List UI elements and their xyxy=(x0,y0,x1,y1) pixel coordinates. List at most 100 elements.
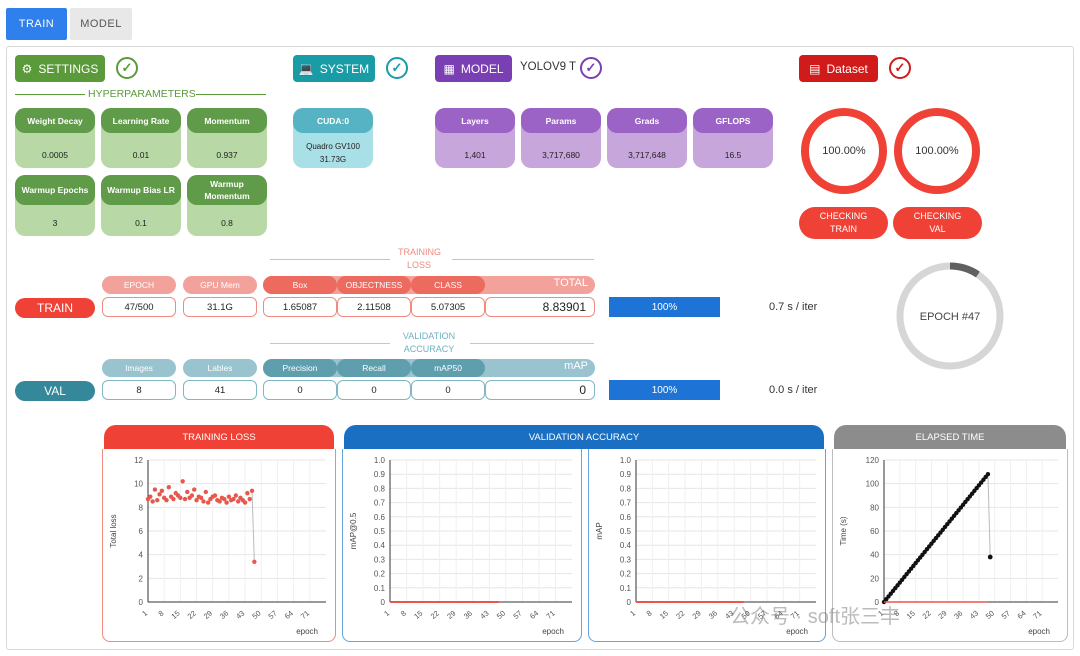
y-tick-label: 0 xyxy=(627,598,632,607)
hp-warmup-epochs: Warmup Epochs 3 xyxy=(15,175,95,236)
y-tick-label: 6 xyxy=(139,527,144,536)
tab-model[interactable]: MODEL xyxy=(70,8,132,40)
y-tick-label: 10 xyxy=(134,480,143,489)
epoch-ring-label: EPOCH #47 xyxy=(920,311,981,323)
x-tick-label: 43 xyxy=(478,609,490,621)
y-tick-label: 0 xyxy=(875,598,880,607)
model-stat-label: Grads xyxy=(607,108,687,133)
y-tick-label: 0.9 xyxy=(620,470,632,479)
data-point xyxy=(247,496,252,502)
train-epoch-label: EPOCH xyxy=(102,276,176,294)
hp-value: 0.01 xyxy=(132,150,150,160)
map-chart: 0 0.1 0.2 0.3 0.4 0.5 0.6 0.7 0.8 0.9 1.0 1 8 15 22 29 3… xyxy=(595,456,816,636)
x-tick-label: 8 xyxy=(156,609,165,619)
model-stat-label: Params xyxy=(521,108,601,133)
val-precision-value: 0 xyxy=(263,380,337,400)
y-tick-label: 0 xyxy=(381,598,386,607)
x-axis-label: epoch xyxy=(1028,627,1050,636)
tab-train[interactable]: TRAIN xyxy=(6,8,67,40)
model-name: YOLOV9 T xyxy=(520,61,577,73)
y-axis-label: Time (s) xyxy=(839,516,848,545)
y-axis-label: mAP@0.5 xyxy=(349,512,358,549)
settings-button[interactable]: ⚙ SETTINGS xyxy=(15,55,105,82)
validation-divider xyxy=(270,343,390,344)
hp-label: Weight Decay xyxy=(15,108,95,133)
val-row-label: VAL xyxy=(15,381,95,401)
data-point xyxy=(194,498,199,503)
model-layers: Layers 1,401 xyxy=(435,108,515,168)
hp-label: Momentum xyxy=(187,108,267,133)
model-button[interactable]: ▦ MODEL xyxy=(435,55,512,82)
train-box-value: 1.65087 xyxy=(263,297,337,317)
y-tick-label: 1.0 xyxy=(620,456,632,465)
hp-warmup-bias-lr: Warmup Bias LR 0.1 xyxy=(101,175,181,236)
x-tick-label: 29 xyxy=(445,609,457,621)
y-tick-label: 1.0 xyxy=(374,456,386,465)
train-total-label: TOTAL xyxy=(553,277,588,289)
data-point xyxy=(987,554,993,560)
train-speed: 0.7 s / iter xyxy=(769,301,818,313)
data-point xyxy=(233,493,239,498)
x-tick-label: 50 xyxy=(495,609,507,621)
model-icon: ▦ xyxy=(443,61,455,76)
x-tick-label: 36 xyxy=(952,609,964,621)
y-tick-label: 0.1 xyxy=(374,584,386,593)
elapsed-time-panel xyxy=(832,449,1068,642)
hyperparameters-title: HYPERPARAMETERS xyxy=(88,88,196,100)
y-tick-label: 0.2 xyxy=(374,570,386,579)
model-stat-value: 16.5 xyxy=(724,150,742,160)
data-point xyxy=(205,500,211,505)
data-point xyxy=(201,499,206,504)
dataset-val-percent: 100.00% xyxy=(915,145,959,157)
y-tick-label: 120 xyxy=(866,456,880,465)
x-tick-label: 36 xyxy=(218,609,230,621)
y-axis-label: Total loss xyxy=(109,514,118,547)
data-point xyxy=(180,479,185,484)
map50-chart: 0 0.1 0.2 0.3 0.4 0.5 0.6 0.7 0.8 0.9 1.0 1 8 15 22 29 3… xyxy=(349,456,572,636)
hp-value: 0.1 xyxy=(135,218,147,228)
y-tick-label: 0.5 xyxy=(620,527,632,536)
data-point xyxy=(231,496,236,502)
dataset-val-ring: 100.00% xyxy=(894,108,980,194)
elapsed-time-panel-title: ELAPSED TIME xyxy=(834,425,1066,449)
checking-val-button[interactable]: CHECKING VAL xyxy=(893,207,982,239)
hyperparameters-divider-right xyxy=(196,94,266,95)
data-point xyxy=(198,495,204,501)
x-tick-label: 71 xyxy=(1031,609,1043,621)
x-tick-label: 50 xyxy=(984,609,996,621)
x-axis-label: epoch xyxy=(786,627,808,636)
system-check-icon: ✓ xyxy=(386,57,408,79)
y-tick-label: 80 xyxy=(870,503,879,512)
system-button[interactable]: 💻 SYSTEM xyxy=(293,55,375,82)
hp-value: 0.937 xyxy=(216,150,238,160)
model-gflops: GFLOPS 16.5 xyxy=(693,108,773,168)
checking-train-button[interactable]: CHECKING TRAIN xyxy=(799,207,888,239)
data-point xyxy=(185,489,190,495)
model-stat-value: 3,717,648 xyxy=(628,150,666,160)
y-tick-label: 0.7 xyxy=(620,499,632,508)
x-tick-label: 50 xyxy=(250,609,262,621)
data-point xyxy=(157,492,162,497)
hp-weight-decay: Weight Decay 0.0005 xyxy=(15,108,95,168)
validation-divider xyxy=(470,343,594,344)
data-point xyxy=(217,499,222,504)
hp-label: Warmup Momentum xyxy=(187,175,267,205)
train-gpu-label: GPU Mem xyxy=(183,276,257,294)
x-tick-label: 1 xyxy=(382,609,391,619)
system-gpu-name: Quadro GV100 xyxy=(306,142,360,151)
val-recall-label: Recall xyxy=(337,359,411,377)
system-card: CUDA:0 Quadro GV100 31.73G xyxy=(293,108,373,168)
train-epoch-value: 47/500 xyxy=(102,297,176,317)
elapsed-time-chart: 0 20 40 60 80 100 120 1 8 15 22 29 36 43 50 57 64 71 Time … xyxy=(839,456,1058,636)
val-recall-value: 0 xyxy=(337,380,411,400)
model-grads: Grads 3,717,648 xyxy=(607,108,687,168)
x-tick-label: 15 xyxy=(905,609,917,621)
x-tick-label: 29 xyxy=(936,609,948,621)
x-tick-label: 22 xyxy=(921,609,933,621)
data-point xyxy=(249,488,255,493)
x-tick-label: 57 xyxy=(511,609,523,621)
x-tick-label: 22 xyxy=(186,609,198,621)
dataset-button[interactable]: ▤ Dataset xyxy=(799,55,878,82)
y-tick-label: 0.6 xyxy=(374,513,386,522)
y-tick-label: 0.8 xyxy=(374,484,386,493)
